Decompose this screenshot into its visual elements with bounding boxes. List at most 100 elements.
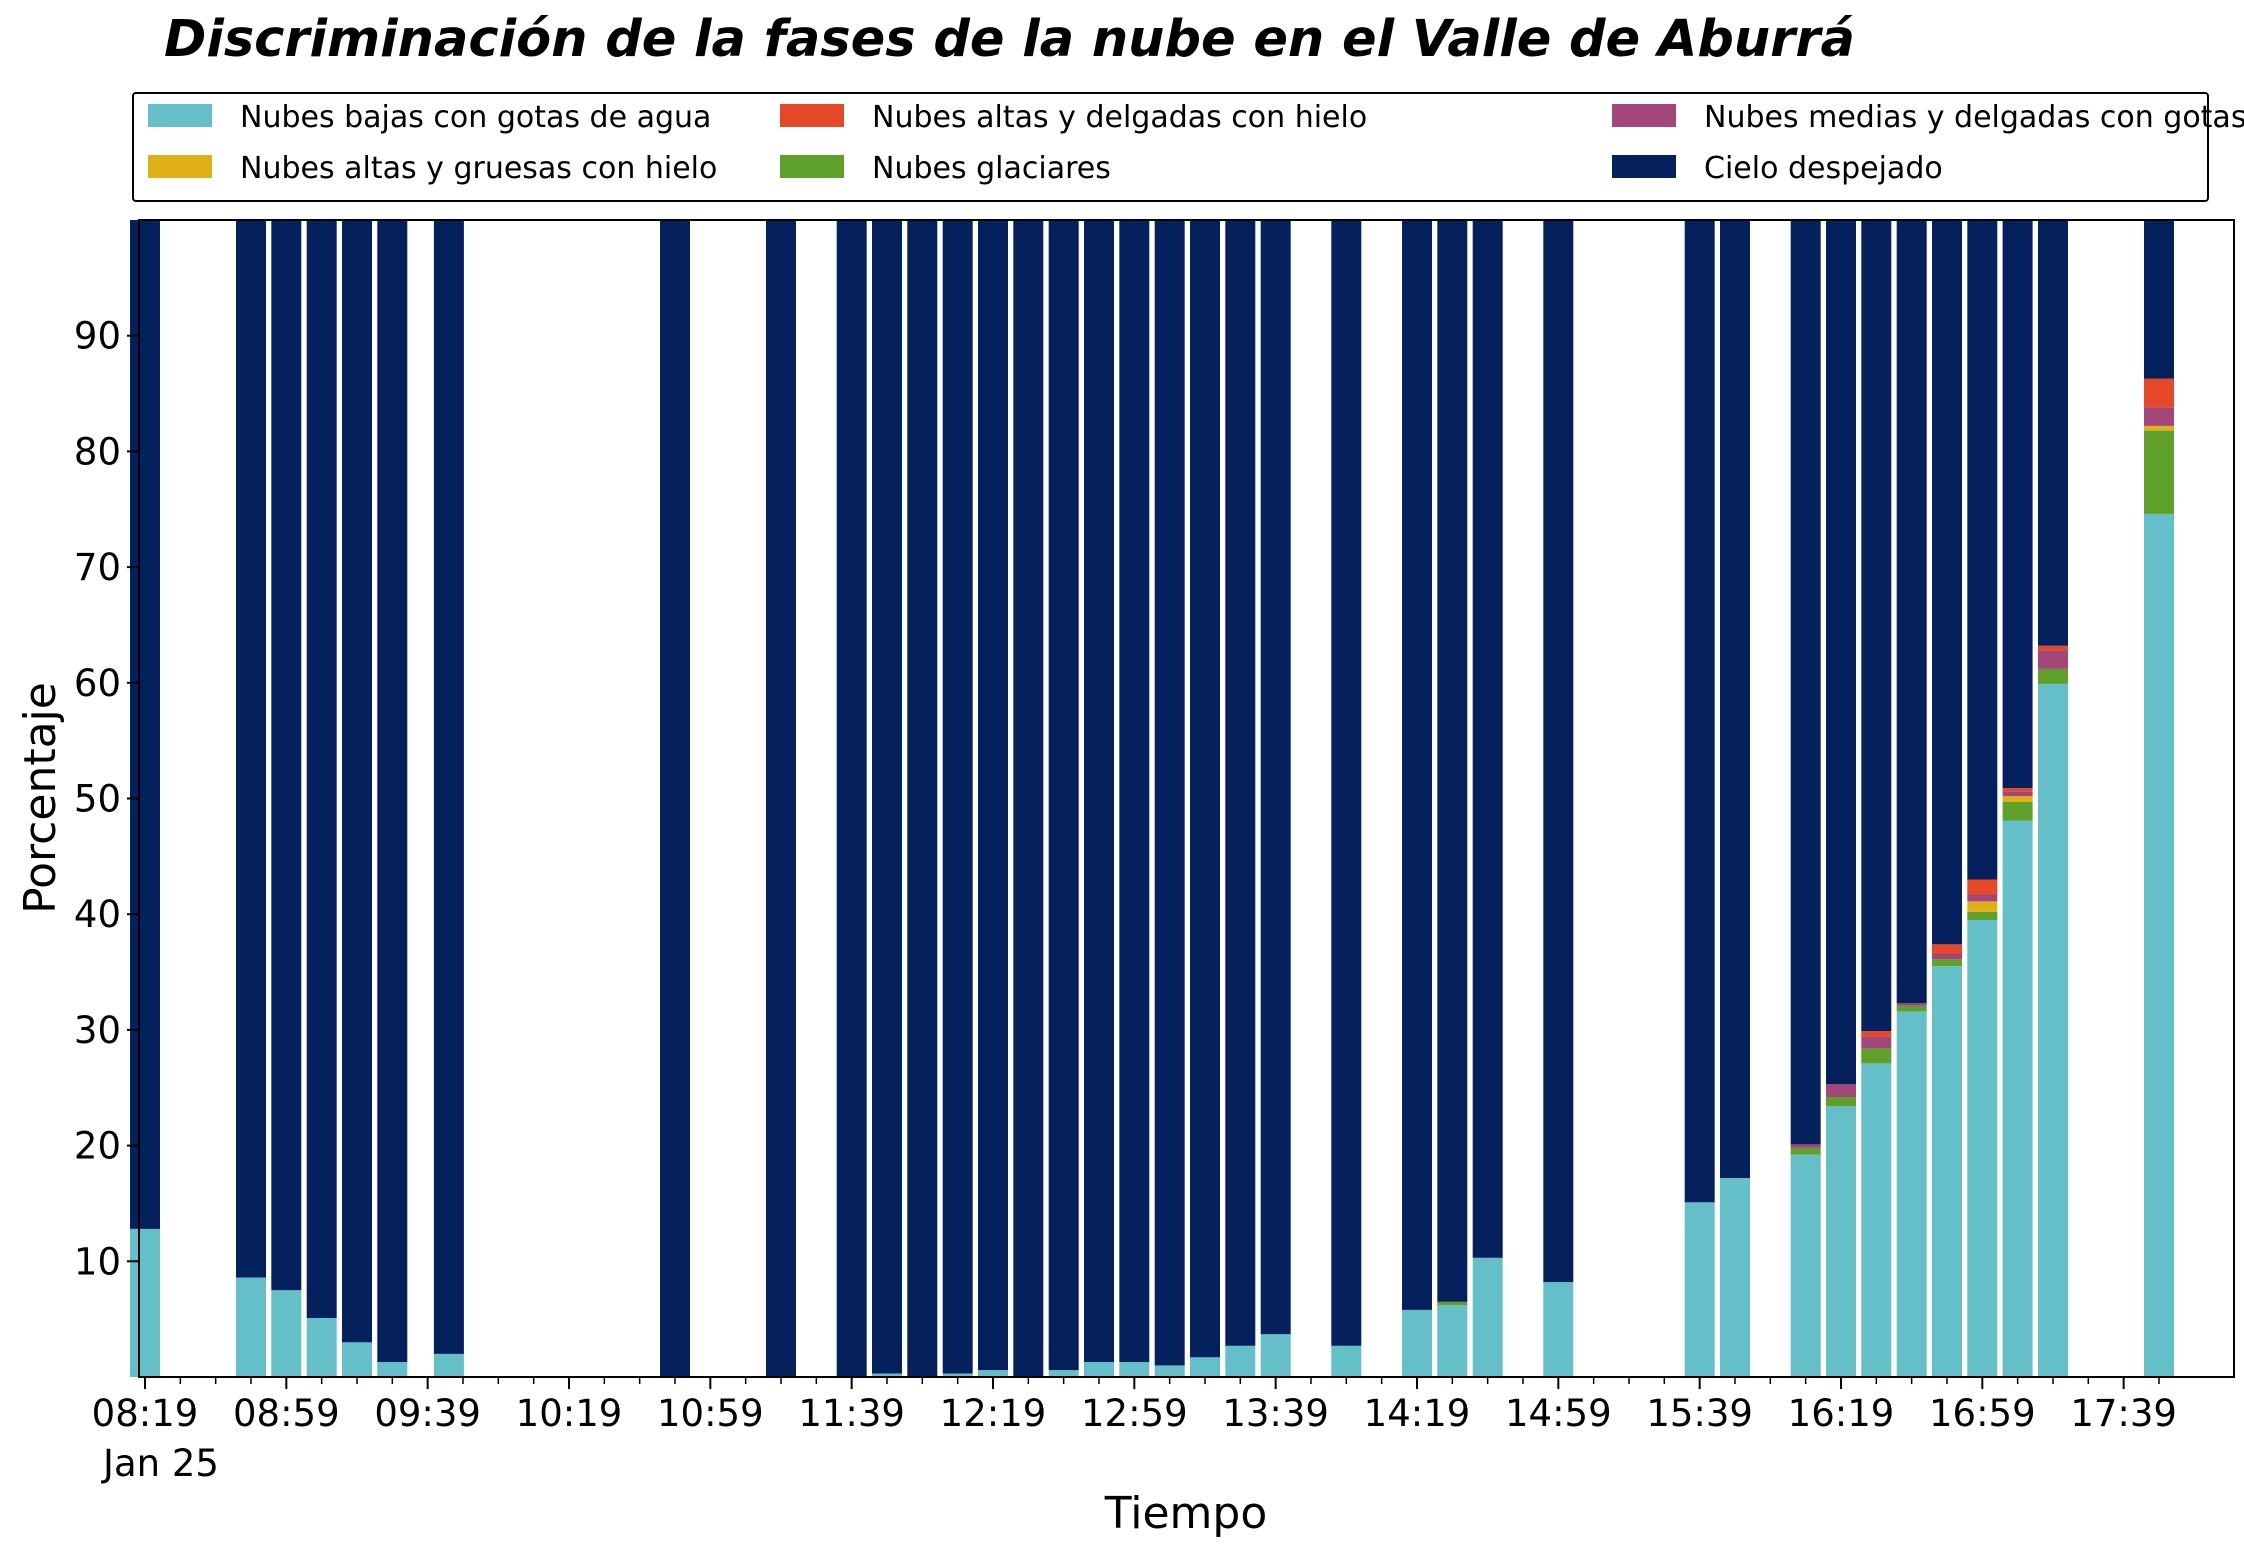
bar-segment-33-series-0 <box>1932 966 1962 1377</box>
bar-segment-36-series-4 <box>2038 645 2068 651</box>
bar-segment-31-series-1 <box>1861 1048 1892 1064</box>
bar-segment-37-series-0 <box>2144 513 2174 1377</box>
y-tick-label-7: 80 <box>74 430 121 473</box>
bar-segment-34-series-4 <box>1967 879 1998 895</box>
bars <box>130 220 2174 1377</box>
bar-segment-33-series-5 <box>1932 220 1962 945</box>
bar-segment-14-series-5 <box>1013 220 1044 1377</box>
bar-segment-16-series-0 <box>1084 1362 1114 1377</box>
bar-segment-28-series-5 <box>1720 220 1750 1178</box>
bar-segment-32-series-0 <box>1896 1011 1927 1377</box>
x-tick-label-6: 12:19 <box>940 1392 1047 1435</box>
x-tick-label-0: 08:19 <box>92 1392 199 1435</box>
bar-segment-7-series-5 <box>660 220 690 1377</box>
bar-segment-29-series-3 <box>1790 1144 1821 1148</box>
bar-segment-34-series-0 <box>1967 920 1998 1377</box>
bar-segment-12-series-5 <box>942 220 973 1374</box>
legend-swatch-1 <box>780 155 844 178</box>
bar-segment-30-series-0 <box>1826 1106 1856 1377</box>
legend-label-1: Nubes glaciares <box>872 151 1111 186</box>
bar-segment-15-series-0 <box>1048 1370 1079 1377</box>
bar-segment-29-series-0 <box>1790 1154 1821 1377</box>
bar-segment-35-series-2 <box>2002 796 2033 802</box>
bar-segment-31-series-0 <box>1861 1063 1892 1377</box>
y-tick-label-4: 50 <box>74 778 121 821</box>
bar-segment-37-series-4 <box>2144 378 2174 408</box>
bar-segment-32-series-5 <box>1896 220 1927 1004</box>
x-tick-label-1: 08:59 <box>233 1392 340 1435</box>
bar-segment-27-series-5 <box>1684 220 1715 1203</box>
bar-segment-6-series-0 <box>433 1353 464 1377</box>
bar-segment-22-series-0 <box>1331 1345 1362 1377</box>
legend-label-4: Nubes altas y delgadas con hielo <box>872 100 1367 135</box>
bar-segment-23-series-0 <box>1402 1309 1432 1377</box>
bar-segment-17-series-0 <box>1119 1362 1150 1377</box>
bar-segment-4-series-5 <box>342 220 372 1343</box>
x-date-label: Jan 25 <box>101 1442 219 1485</box>
bar-segment-23-series-5 <box>1402 220 1432 1310</box>
bar-segment-37-series-2 <box>2144 425 2174 431</box>
bar-segment-5-series-0 <box>377 1362 408 1377</box>
bar-segment-37-series-1 <box>2144 430 2174 514</box>
bar-segment-34-series-1 <box>1967 911 1998 920</box>
x-tick-label-10: 14:59 <box>1505 1392 1612 1435</box>
legend-swatch-2 <box>148 155 212 178</box>
bar-segment-13-series-0 <box>978 1370 1008 1377</box>
bar-segment-37-series-3 <box>2144 407 2174 426</box>
bar-segment-18-series-5 <box>1154 220 1185 1366</box>
y-tick-label-6: 70 <box>74 546 121 589</box>
bar-segment-10-series-5 <box>872 220 902 1374</box>
bar-segment-3-series-0 <box>306 1318 337 1377</box>
x-tick-label-8: 13:39 <box>1222 1392 1329 1435</box>
y-tick-label-5: 60 <box>74 662 121 705</box>
bar-segment-34-series-5 <box>1967 220 1998 880</box>
x-tick-label-14: 17:39 <box>2070 1392 2177 1435</box>
bar-segment-25-series-0 <box>1472 1257 1503 1377</box>
bar-segment-35-series-3 <box>2002 791 2033 797</box>
bar-segment-28-series-0 <box>1720 1178 1750 1377</box>
bar-segment-21-series-5 <box>1260 220 1291 1335</box>
bar-segment-6-series-5 <box>433 220 464 1354</box>
bar-segment-29-series-5 <box>1790 220 1821 1145</box>
bar-segment-33-series-1 <box>1932 959 1962 967</box>
bar-segment-19-series-5 <box>1190 220 1220 1358</box>
x-tick-label-9: 14:19 <box>1364 1392 1471 1435</box>
bar-segment-35-series-5 <box>2002 220 2033 789</box>
chart-title: Discriminación de la fases de la nube en… <box>164 10 1855 69</box>
bar-segment-11-series-5 <box>907 220 938 1377</box>
x-tick-label-12: 16:19 <box>1788 1392 1895 1435</box>
legend-swatch-4 <box>780 104 844 127</box>
bar-segment-9-series-5 <box>836 220 867 1377</box>
bar-segment-31-series-3 <box>1861 1036 1892 1049</box>
bar-segment-37-series-5 <box>2144 220 2174 379</box>
legend-label-0: Nubes bajas con gotas de agua <box>240 100 711 135</box>
bar-segment-24-series-0 <box>1437 1305 1468 1377</box>
bar-segment-27-series-0 <box>1684 1202 1715 1377</box>
bar-segment-24-series-1 <box>1437 1301 1468 1306</box>
bar-segment-36-series-5 <box>2038 220 2068 646</box>
bar-segment-0-series-0 <box>130 1228 160 1377</box>
bar-segment-5-series-5 <box>377 220 408 1362</box>
x-axis-label: Tiempo <box>1104 1488 1268 1539</box>
y-tick-label-1: 20 <box>74 1125 121 1168</box>
bar-segment-18-series-0 <box>1154 1365 1185 1377</box>
legend-label-2: Nubes altas y gruesas con hielo <box>240 151 717 186</box>
bar-segment-10-series-0 <box>872 1373 902 1377</box>
x-axis: 08:19 08:59 09:39 10:19 10:59 11:39 12:19 12:59… <box>92 1377 2177 1435</box>
bar-segment-26-series-5 <box>1543 220 1574 1283</box>
bar-segment-33-series-4 <box>1932 944 1962 954</box>
bar-segment-19-series-0 <box>1190 1357 1220 1377</box>
y-axis-label: Porcentaje <box>15 682 66 914</box>
bar-segment-0-series-5 <box>130 220 160 1229</box>
bar-segment-35-series-1 <box>2002 802 2033 821</box>
bar-segment-22-series-5 <box>1331 220 1362 1346</box>
bar-segment-20-series-0 <box>1225 1345 1256 1377</box>
bar-segment-12-series-0 <box>942 1373 973 1377</box>
bar-segment-36-series-0 <box>2038 684 2068 1377</box>
bar-segment-16-series-5 <box>1084 220 1114 1362</box>
legend-label-5: Cielo despejado <box>1704 151 1943 186</box>
x-tick-label-5: 11:39 <box>798 1392 905 1435</box>
bar-segment-15-series-5 <box>1048 220 1079 1371</box>
bar-segment-34-series-2 <box>1967 901 1998 912</box>
bar-segment-35-series-0 <box>2002 820 2033 1377</box>
